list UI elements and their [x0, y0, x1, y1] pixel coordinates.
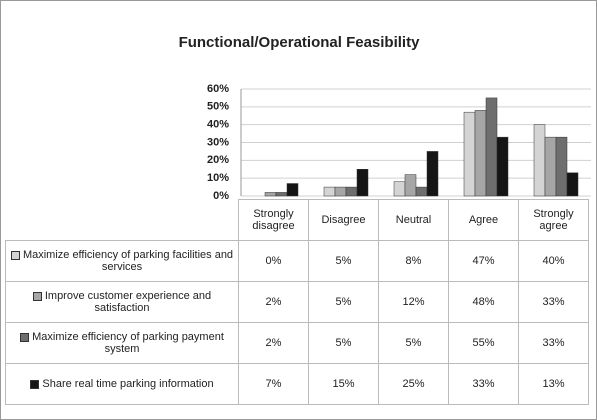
value-label: 5% [308, 322, 379, 364]
y-tick-label: 50% [207, 101, 229, 113]
legend-label: Share real time parking information [42, 378, 214, 390]
series-row: Improve customer experience and satisfac… [5, 281, 589, 323]
chart: Functional/Operational Feasibility 0% 10%… [179, 34, 591, 201]
legend-key [32, 291, 42, 301]
legend-label: Maximize efficiency of parking payment s… [32, 331, 224, 355]
bar [356, 169, 369, 197]
y-tick-label: 30% [207, 136, 229, 148]
value-label: 0% [238, 240, 309, 282]
series-row: Share real time parking information 7% 15%… [5, 363, 589, 405]
bar [275, 192, 288, 197]
value-label: 33% [518, 281, 589, 323]
value-label: 2% [238, 322, 309, 364]
legend-cell: Share real time parking information [5, 363, 239, 405]
legend-cell: Maximize efficiency of parking payment s… [5, 322, 239, 364]
bar [463, 111, 476, 197]
y-tick-label: 10% [207, 172, 229, 184]
value-label: 5% [308, 240, 379, 282]
value-label: 15% [308, 363, 379, 405]
value-label: 7% [238, 363, 309, 405]
legend-key [10, 250, 20, 260]
bar [544, 136, 557, 197]
bar [555, 136, 568, 197]
bar [496, 136, 509, 197]
bar [485, 97, 498, 197]
value-label: 5% [378, 322, 449, 364]
legend-key [20, 332, 30, 342]
bar [426, 151, 439, 197]
value-label: 47% [448, 240, 519, 282]
header-row: Strongly disagree Disagree Neutral Agree Str… [5, 199, 589, 241]
category-label: Agree [448, 199, 519, 241]
legend-label: Maximize efficiency of parking facilitie… [22, 249, 234, 273]
data-table: Strongly disagree Disagree Neutral Agree Str… [5, 199, 589, 405]
bar [264, 192, 277, 197]
value-label: 12% [378, 281, 449, 323]
y-tick-label: 20% [207, 154, 229, 166]
legend-key [30, 379, 40, 389]
value-label: 33% [448, 363, 519, 405]
value-label: 8% [378, 240, 449, 282]
category-label: Neutral [378, 199, 449, 241]
value-label: 33% [518, 322, 589, 364]
bar [415, 186, 428, 197]
category-label: Strongly disagree [238, 199, 309, 241]
bar [404, 174, 417, 197]
corner-cell [5, 199, 239, 241]
bar [533, 124, 546, 197]
bar [345, 186, 358, 197]
series-row: Maximize efficiency of parking payment s… [5, 322, 589, 364]
legend-cell: Maximize efficiency of parking facilitie… [5, 240, 239, 282]
category-label: Strongly agree [518, 199, 589, 241]
value-label: 55% [448, 322, 519, 364]
value-label: 13% [518, 363, 589, 405]
legend-label: Improve customer experience and satisfac… [44, 290, 212, 314]
value-label: 48% [448, 281, 519, 323]
bar [393, 181, 406, 197]
legend-cell: Improve customer experience and satisfac… [5, 281, 239, 323]
category-label: Disagree [308, 199, 379, 241]
value-label: 25% [378, 363, 449, 405]
y-tick-label: 0% [213, 190, 229, 201]
bar [286, 183, 299, 197]
value-label: 40% [518, 240, 589, 282]
bar [474, 110, 487, 197]
bar [323, 186, 336, 197]
bar [566, 172, 579, 197]
y-tick-label: 40% [207, 119, 229, 131]
value-label: 5% [308, 281, 379, 323]
bar [334, 186, 347, 197]
series-row: Maximize efficiency of parking facilitie… [5, 240, 589, 282]
y-tick-label: 60% [207, 83, 229, 95]
chart-title: Functional/Operational Feasibility [179, 34, 421, 51]
value-label: 2% [238, 281, 309, 323]
